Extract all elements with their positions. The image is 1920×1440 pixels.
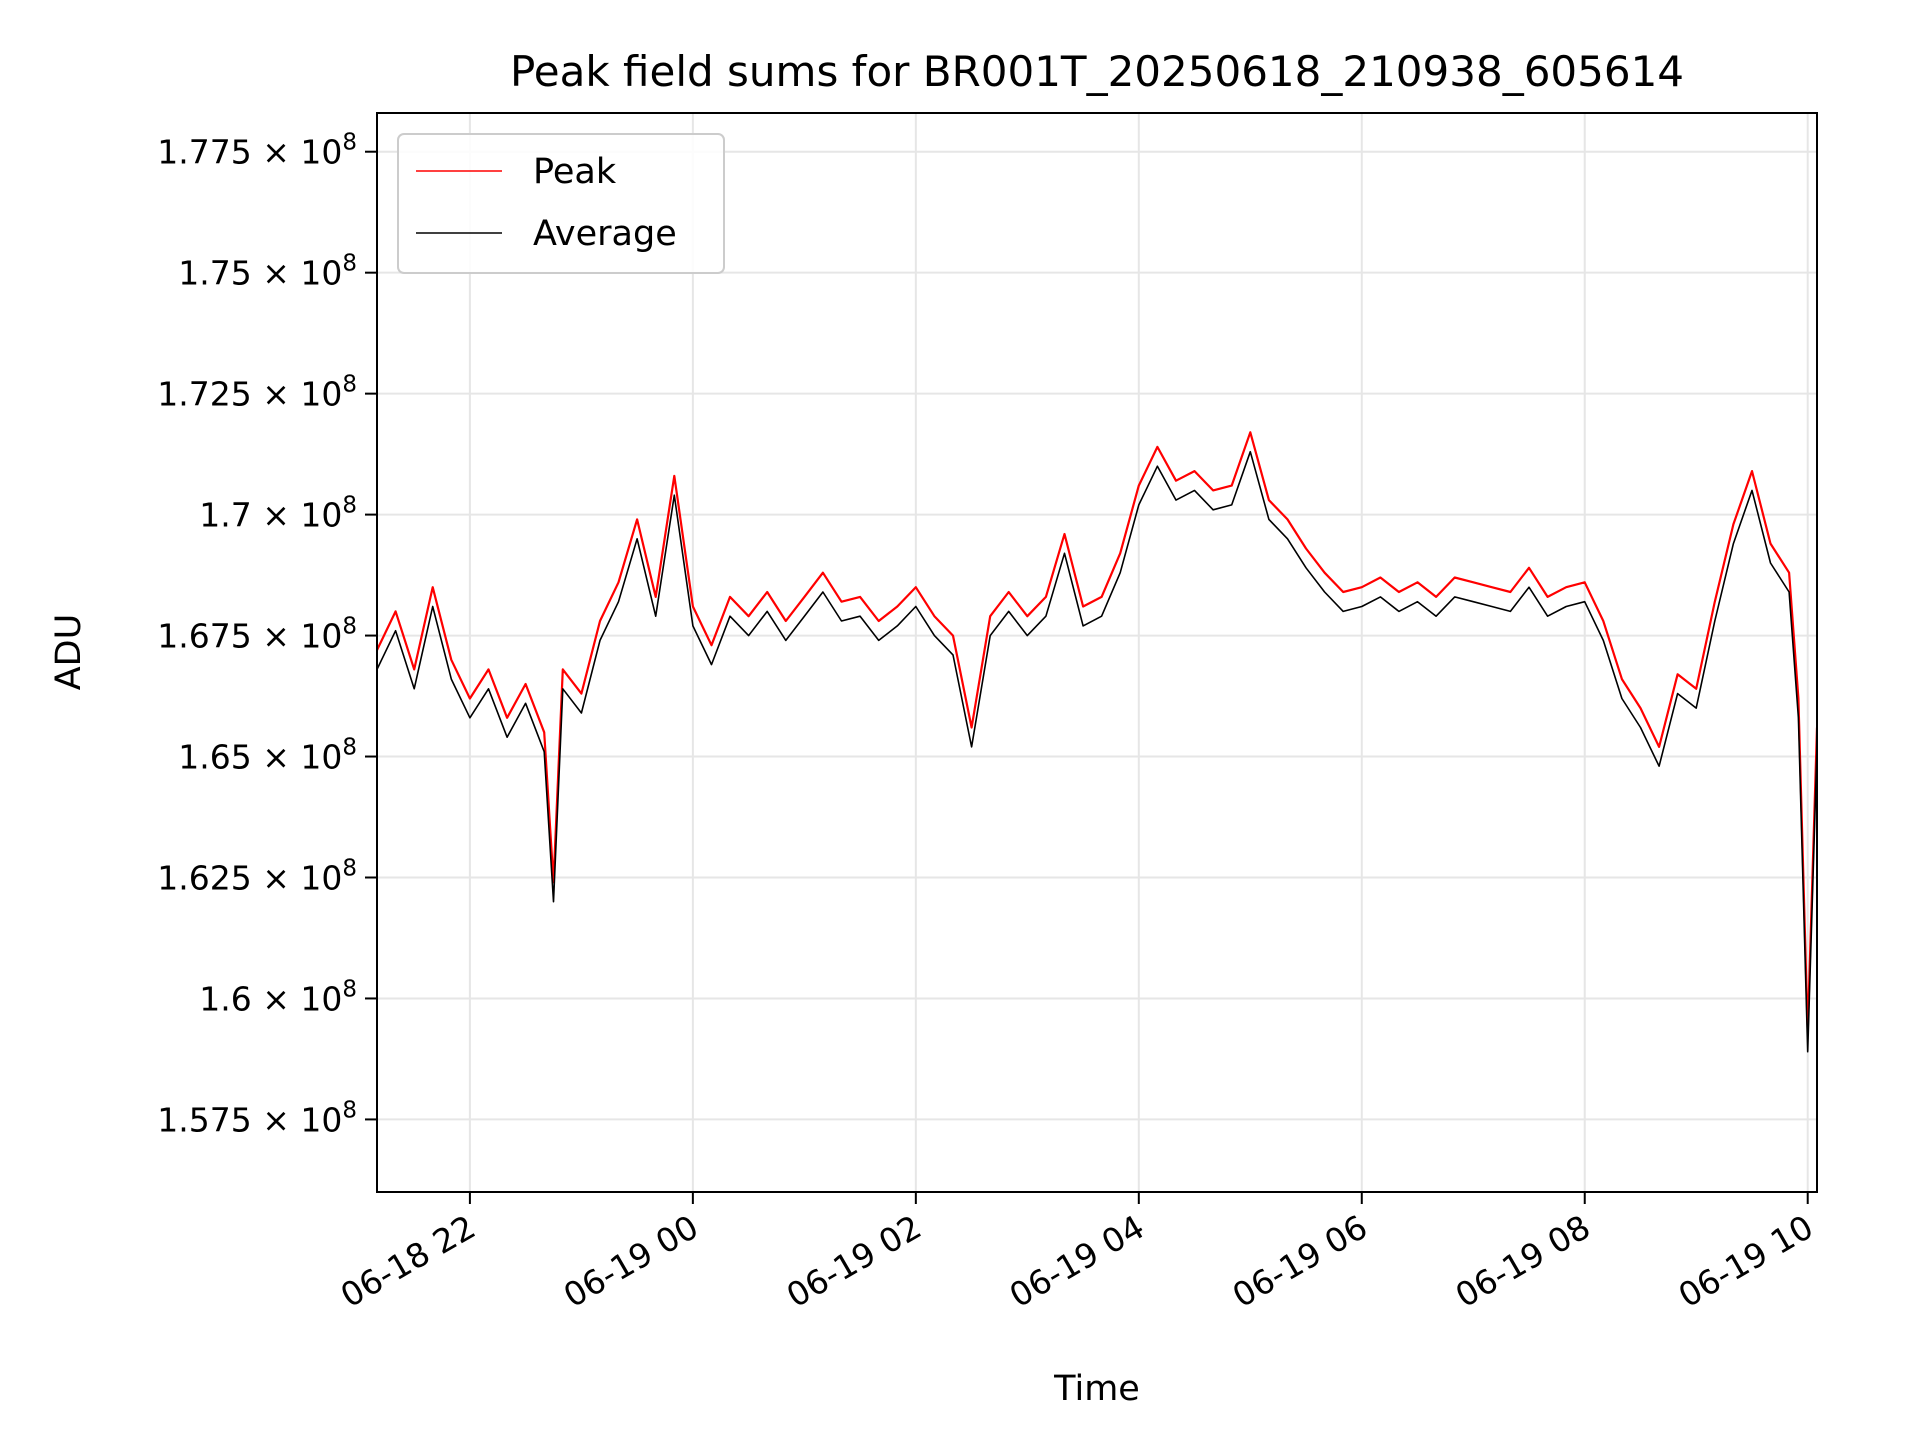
y-tick-label: 1.575 × 108 bbox=[157, 1097, 357, 1139]
y-tick-exponent: 8 bbox=[342, 1097, 357, 1123]
y-tick-exponent: 8 bbox=[342, 614, 357, 640]
legend: Peak Average bbox=[397, 133, 725, 274]
y-tick-label: 1.65 × 108 bbox=[178, 735, 357, 777]
y-tick-times: × 10 bbox=[252, 617, 343, 656]
y-tick-exponent: 8 bbox=[342, 372, 357, 398]
y-tick-mantissa: 1.75 bbox=[178, 254, 251, 293]
y-tick-exponent: 8 bbox=[342, 130, 357, 156]
y-tick-label: 1.775 × 108 bbox=[157, 130, 357, 172]
y-tick-mantissa: 1.675 bbox=[157, 617, 251, 656]
y-tick-exponent: 8 bbox=[342, 251, 357, 277]
y-tick-times: × 10 bbox=[252, 858, 343, 897]
y-tick-times: × 10 bbox=[252, 133, 343, 172]
y-tick-label: 1.6 × 108 bbox=[199, 976, 357, 1018]
y-tick-times: × 10 bbox=[252, 979, 343, 1018]
y-axis-title: ADU bbox=[49, 614, 89, 691]
legend-label-average: Average bbox=[533, 214, 677, 254]
grid bbox=[377, 113, 1817, 1192]
y-tick-mantissa: 1.775 bbox=[157, 133, 251, 172]
plot-frame bbox=[376, 112, 1818, 1193]
y-tick-mantissa: 1.7 bbox=[199, 496, 251, 535]
y-tick-mantissa: 1.575 bbox=[157, 1100, 251, 1139]
y-tick-label: 1.725 × 108 bbox=[157, 372, 357, 414]
y-tick-times: × 10 bbox=[252, 375, 343, 414]
y-tick-label: 1.75 × 108 bbox=[178, 251, 357, 293]
y-tick-times: × 10 bbox=[252, 1100, 343, 1139]
y-tick-label: 1.675 × 108 bbox=[157, 614, 357, 656]
y-tick-exponent: 8 bbox=[342, 976, 357, 1002]
y-tick-mantissa: 1.65 bbox=[178, 738, 251, 777]
legend-box bbox=[397, 133, 725, 274]
legend-label-peak: Peak bbox=[533, 152, 617, 192]
x-axis-title: Time bbox=[1053, 1369, 1140, 1409]
chart-title: Peak field sums for BR001T_20250618_2109… bbox=[510, 47, 1684, 96]
y-tick-label: 1.625 × 108 bbox=[157, 855, 357, 897]
y-tick-times: × 10 bbox=[252, 254, 343, 293]
y-tick-times: × 10 bbox=[252, 738, 343, 777]
series-line-average bbox=[377, 450, 1817, 1053]
y-tick-exponent: 8 bbox=[342, 493, 357, 519]
series-line-peak bbox=[377, 431, 1817, 1034]
y-tick-times: × 10 bbox=[252, 496, 343, 535]
y-tick-exponent: 8 bbox=[342, 855, 357, 881]
y-tick-mantissa: 1.6 bbox=[199, 979, 251, 1018]
series-layer bbox=[377, 431, 1817, 1053]
y-tick-mantissa: 1.725 bbox=[157, 375, 251, 414]
y-tick-mantissa: 1.625 bbox=[157, 858, 251, 897]
y-tick-exponent: 8 bbox=[342, 735, 357, 761]
y-tick-label: 1.7 × 108 bbox=[199, 493, 357, 535]
